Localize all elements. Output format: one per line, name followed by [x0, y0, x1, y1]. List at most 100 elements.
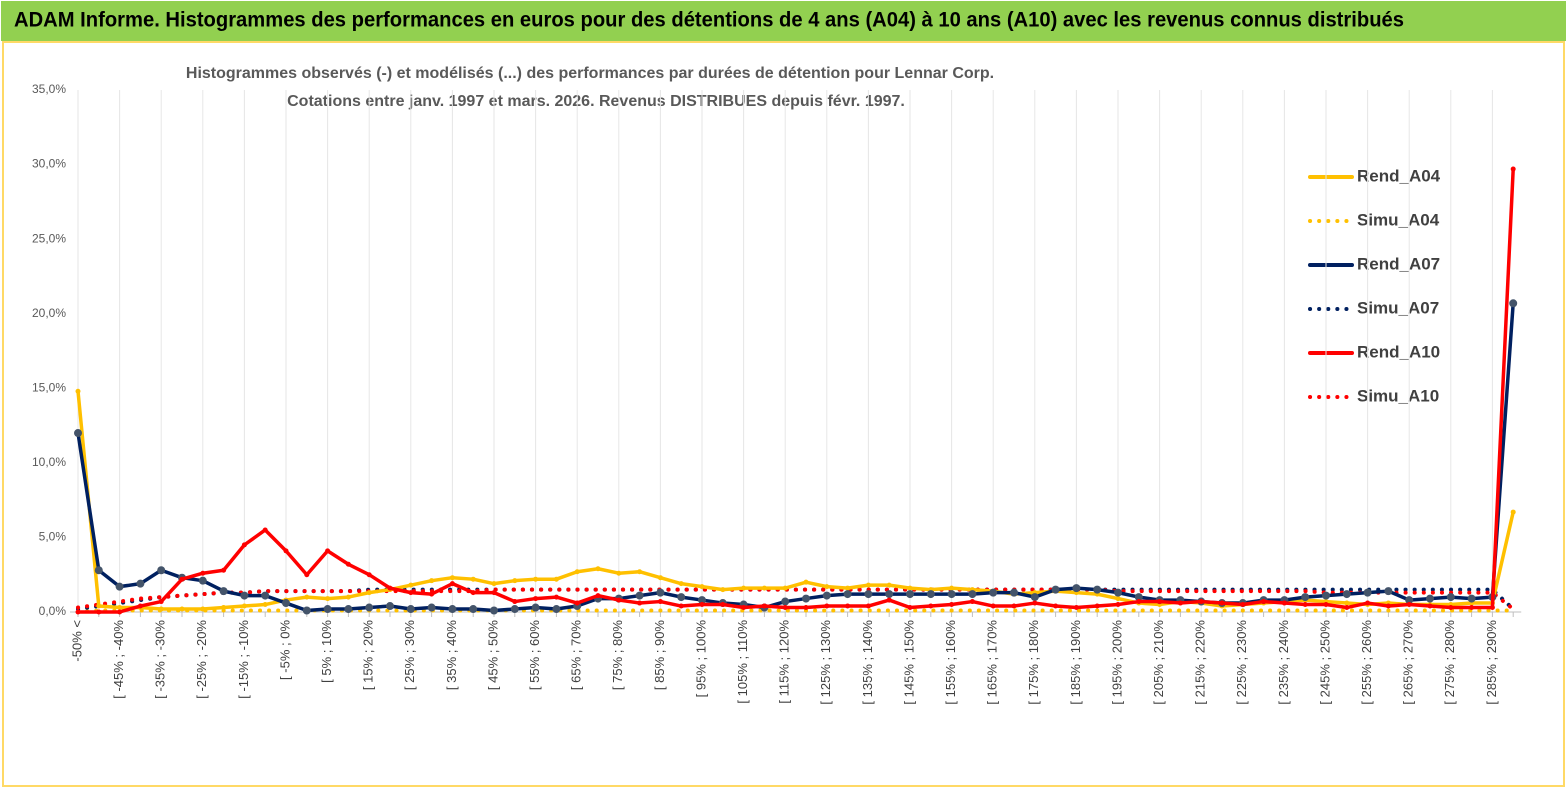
series-line [76, 167, 1515, 614]
data-point [241, 542, 247, 548]
data-point [179, 576, 185, 582]
data-point [117, 609, 123, 615]
data-point [761, 585, 767, 591]
data-point [1510, 509, 1516, 515]
x-tick-label: [ 265% ; 270% [1401, 620, 1416, 705]
data-point [366, 590, 372, 596]
legend: Rend_A04 Simu_A04 Rend_A07 Simu_A07 Rend_A10… [1292, 155, 1472, 417]
data-point [1427, 603, 1433, 609]
data-point [1405, 596, 1414, 605]
data-point [200, 606, 206, 612]
y-tick-label: 35,0% [32, 82, 66, 96]
data-point [491, 581, 497, 587]
x-tick-label: [ 245% ; 250% [1317, 620, 1332, 705]
data-point [741, 585, 747, 591]
data-point [947, 590, 956, 599]
data-point [782, 605, 788, 611]
data-point [886, 597, 892, 603]
data-point [824, 603, 830, 609]
data-point [552, 605, 561, 614]
data-point [323, 605, 332, 614]
y-tick-label: 30,0% [32, 157, 66, 171]
data-point [470, 590, 476, 596]
data-point [574, 569, 580, 575]
data-point [1509, 299, 1518, 308]
data-point [198, 576, 207, 585]
data-point [325, 596, 331, 602]
data-point [761, 603, 767, 609]
x-tick-label: [ 75% ; 80% [610, 620, 625, 691]
data-point [136, 579, 145, 588]
data-point [365, 603, 374, 612]
data-point [469, 605, 478, 614]
x-tick-label: [ 65% ; 70% [569, 620, 584, 691]
data-point [262, 527, 268, 533]
data-point [1261, 599, 1267, 605]
legend-label: Rend_A04 [1357, 166, 1441, 185]
series-line [76, 608, 1516, 614]
data-point [117, 605, 123, 611]
data-point [490, 606, 498, 615]
data-point [531, 603, 540, 612]
data-point [553, 576, 559, 582]
data-point [1323, 602, 1329, 608]
data-point [616, 597, 622, 603]
data-point [408, 582, 414, 588]
data-point [1072, 584, 1081, 593]
data-point [512, 578, 518, 584]
data-point [1342, 590, 1351, 599]
x-tick-label: [ -45% ; -40% [111, 620, 126, 699]
data-point [699, 602, 705, 608]
subtitle-box [150, 60, 1030, 118]
data-point [1115, 596, 1121, 602]
data-point [1510, 166, 1516, 172]
data-point [1302, 602, 1308, 608]
data-point [949, 602, 955, 608]
legend-box [1292, 155, 1472, 417]
data-point [449, 575, 455, 581]
data-point [1448, 605, 1454, 611]
data-point [510, 605, 519, 614]
data-point [822, 591, 831, 600]
data-point [699, 584, 705, 590]
x-tick-label: [ 165% ; 170% [985, 620, 1000, 705]
x-tick-label: [ 45% ; 50% [485, 620, 500, 691]
x-tick-label: [ -5% ; 0% [277, 620, 292, 680]
data-point [240, 591, 249, 600]
data-point [427, 603, 436, 612]
data-point [449, 581, 455, 587]
data-point [616, 570, 622, 576]
x-tick-label: [ -35% ; -30% [153, 620, 168, 699]
data-point [698, 596, 706, 605]
data-point [282, 599, 290, 608]
data-point [1469, 605, 1475, 611]
data-point [241, 603, 247, 609]
data-point [969, 599, 975, 605]
data-point [865, 582, 871, 588]
data-point [1384, 587, 1393, 596]
x-tick-label: [ 225% ; 230% [1234, 620, 1249, 705]
x-tick-label: [ 115% ; 120% [777, 620, 792, 704]
data-point [741, 605, 747, 611]
x-tick-label: -50% < [69, 620, 84, 662]
data-point [345, 561, 351, 567]
data-point [1010, 588, 1018, 597]
data-point [843, 590, 852, 599]
data-point [304, 572, 310, 578]
data-point [1363, 588, 1372, 597]
data-point [533, 596, 539, 602]
data-point [989, 588, 998, 597]
data-point [344, 605, 353, 614]
data-point [408, 590, 414, 596]
data-point [1030, 593, 1039, 602]
data-point [720, 587, 726, 593]
data-point [803, 605, 809, 611]
x-tick-label: [ 275% ; 280% [1442, 620, 1457, 705]
data-point [74, 429, 82, 438]
legend-label: Simu_A04 [1357, 210, 1440, 229]
data-point [824, 584, 830, 590]
x-tick-label: [ -15% ; -10% [236, 620, 251, 699]
data-point [1115, 602, 1121, 608]
data-point [533, 576, 539, 582]
data-point [1365, 600, 1371, 606]
